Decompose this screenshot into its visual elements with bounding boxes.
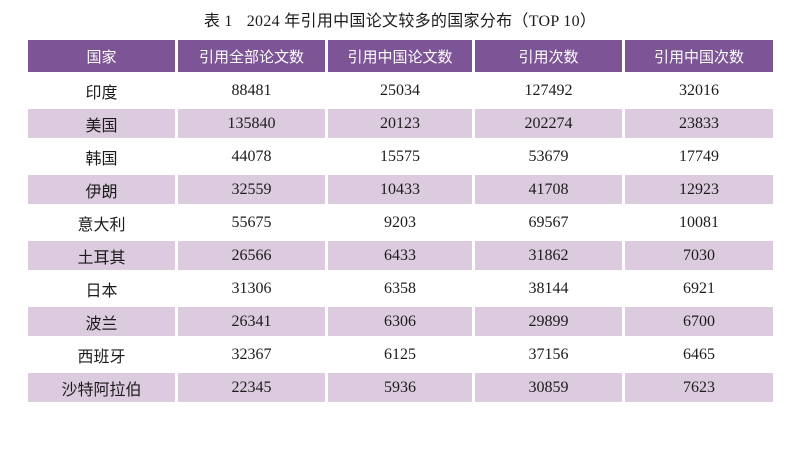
table-row: 波兰 26341 6306 29899 6700 <box>28 305 773 338</box>
table-row: 意大利 55675 9203 69567 10081 <box>28 206 773 239</box>
column-header: 引用中国次数 <box>622 40 773 74</box>
country-cell: 意大利 <box>28 206 175 239</box>
country-cell: 韩国 <box>28 140 175 173</box>
value-cell: 37156 <box>472 338 622 371</box>
document-page: 表 1 2024 年引用中国论文较多的国家分布（TOP 10） 国家 引用全部论文数… <box>0 11 800 404</box>
value-cell: 88481 <box>175 74 325 107</box>
value-cell: 5936 <box>325 371 472 404</box>
value-cell: 22345 <box>175 371 325 404</box>
country-cell: 印度 <box>28 74 175 107</box>
value-cell: 29899 <box>472 305 622 338</box>
table-caption-text: 2024 年引用中国论文较多的国家分布（TOP 10） <box>246 13 597 30</box>
value-cell: 6306 <box>325 305 472 338</box>
value-cell: 31306 <box>175 272 325 305</box>
value-cell: 10433 <box>325 173 472 206</box>
table-row: 日本 31306 6358 38144 6921 <box>28 272 773 305</box>
value-cell: 6433 <box>325 239 472 272</box>
table-header-row: 国家 引用全部论文数 引用中国论文数 引用次数 引用中国次数 <box>28 40 773 74</box>
value-cell: 6125 <box>325 338 472 371</box>
value-cell: 17749 <box>622 140 773 173</box>
value-cell: 6358 <box>325 272 472 305</box>
value-cell: 10081 <box>622 206 773 239</box>
table-row: 伊朗 32559 10433 41708 12923 <box>28 173 773 206</box>
value-cell: 26566 <box>175 239 325 272</box>
value-cell: 32559 <box>175 173 325 206</box>
table-caption: 表 1 2024 年引用中国论文较多的国家分布（TOP 10） <box>0 11 800 32</box>
value-cell: 135840 <box>175 107 325 140</box>
value-cell: 25034 <box>325 74 472 107</box>
value-cell: 6465 <box>622 338 773 371</box>
column-header: 国家 <box>28 40 175 74</box>
value-cell: 55675 <box>175 206 325 239</box>
table-row: 沙特阿拉伯 22345 5936 30859 7623 <box>28 371 773 404</box>
value-cell: 32367 <box>175 338 325 371</box>
table-row: 西班牙 32367 6125 37156 6465 <box>28 338 773 371</box>
value-cell: 9203 <box>325 206 472 239</box>
country-cell: 沙特阿拉伯 <box>28 371 175 404</box>
value-cell: 6921 <box>622 272 773 305</box>
value-cell: 12923 <box>622 173 773 206</box>
value-cell: 69567 <box>472 206 622 239</box>
country-cell: 波兰 <box>28 305 175 338</box>
table-header: 国家 引用全部论文数 引用中国论文数 引用次数 引用中国次数 <box>28 40 773 74</box>
value-cell: 31862 <box>472 239 622 272</box>
value-cell: 7623 <box>622 371 773 404</box>
table-caption-label: 表 1 <box>203 13 233 30</box>
value-cell: 23833 <box>622 107 773 140</box>
value-cell: 202274 <box>472 107 622 140</box>
value-cell: 41708 <box>472 173 622 206</box>
value-cell: 30859 <box>472 371 622 404</box>
country-cell: 美国 <box>28 107 175 140</box>
table-row: 土耳其 26566 6433 31862 7030 <box>28 239 773 272</box>
countries-citation-table: 国家 引用全部论文数 引用中国论文数 引用次数 引用中国次数 印度 88481 25034 1… <box>28 40 773 404</box>
country-cell: 伊朗 <box>28 173 175 206</box>
value-cell: 32016 <box>622 74 773 107</box>
value-cell: 6700 <box>622 305 773 338</box>
value-cell: 44078 <box>175 140 325 173</box>
column-header: 引用次数 <box>472 40 622 74</box>
value-cell: 26341 <box>175 305 325 338</box>
value-cell: 20123 <box>325 107 472 140</box>
table-body: 印度 88481 25034 127492 32016 美国 135840 20123 2022… <box>28 74 773 404</box>
value-cell: 38144 <box>472 272 622 305</box>
table-row: 印度 88481 25034 127492 32016 <box>28 74 773 107</box>
value-cell: 15575 <box>325 140 472 173</box>
value-cell: 127492 <box>472 74 622 107</box>
country-cell: 西班牙 <box>28 338 175 371</box>
column-header: 引用中国论文数 <box>325 40 472 74</box>
value-cell: 7030 <box>622 239 773 272</box>
country-cell: 日本 <box>28 272 175 305</box>
value-cell: 53679 <box>472 140 622 173</box>
column-header: 引用全部论文数 <box>175 40 325 74</box>
country-cell: 土耳其 <box>28 239 175 272</box>
table-row: 美国 135840 20123 202274 23833 <box>28 107 773 140</box>
table-row: 韩国 44078 15575 53679 17749 <box>28 140 773 173</box>
